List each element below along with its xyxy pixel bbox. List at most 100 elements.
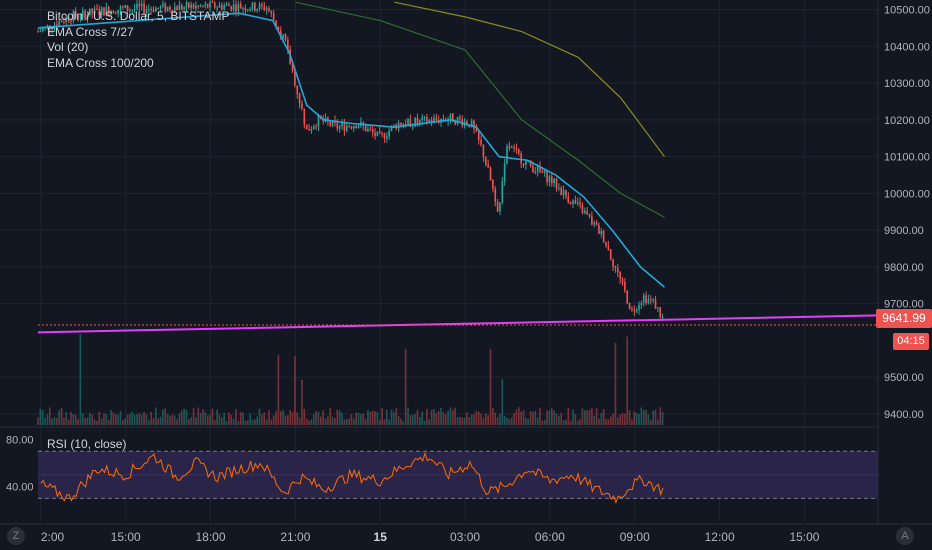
volume-bar: [70, 411, 72, 425]
volume-bar: [616, 417, 619, 425]
volume-bar: [388, 419, 391, 425]
candle-body: [645, 295, 647, 304]
legend-ema-fast[interactable]: EMA Cross 7/27: [47, 24, 134, 39]
volume-bar: [638, 414, 640, 425]
volume-bar: [209, 414, 211, 425]
candle-body: [449, 113, 452, 120]
volume-bar: [221, 417, 223, 425]
rsi-legend[interactable]: RSI (10, close): [47, 437, 127, 451]
volume-bar: [440, 408, 442, 425]
candle-body: [583, 210, 586, 214]
candle-body: [515, 147, 518, 150]
candle-body: [277, 26, 280, 31]
volume-bar: [192, 408, 195, 425]
candle-body: [67, 17, 70, 21]
volume-bar: [376, 412, 379, 425]
candle-body: [616, 267, 619, 273]
candle-body: [487, 164, 489, 168]
volume-bar: [529, 411, 532, 425]
candle-body: [529, 160, 532, 166]
candle-body: [459, 117, 461, 120]
volume-bar: [591, 407, 593, 425]
volume-bar: [397, 416, 400, 425]
candle-body: [400, 122, 402, 126]
candle-body: [155, 7, 157, 12]
volume-bar: [324, 418, 327, 425]
volume-bar: [265, 419, 268, 425]
trendline[interactable]: [37, 314, 879, 334]
volume-bar: [41, 410, 44, 425]
zoom-button[interactable]: Z: [7, 527, 25, 545]
volume-bar: [336, 409, 339, 425]
candle-body: [602, 231, 605, 242]
volume-bar: [654, 409, 657, 425]
rsi-band-lines: [38, 450, 878, 499]
price-axis[interactable]: 10500.00 10400.00 10300.00 10200.00 10100.00…: [884, 5, 930, 421]
candle-body: [218, 4, 221, 8]
candle-body: [169, 6, 171, 11]
volume-bar: [527, 418, 530, 425]
volume-bar: [404, 348, 407, 425]
volume-bar: [402, 420, 405, 425]
candle-body: [451, 113, 454, 122]
volume-bar: [588, 409, 591, 425]
legend-ema-slow[interactable]: EMA Cross 100/200: [47, 55, 154, 70]
candle-body: [213, 2, 216, 8]
candle-body: [70, 20, 72, 22]
candle-body: [221, 4, 223, 10]
candle-body: [282, 34, 284, 38]
volume-bar: [228, 412, 230, 425]
volume-bar: [447, 410, 449, 425]
volume-bar: [124, 418, 127, 425]
volume-bar: [411, 414, 414, 425]
candle-body: [503, 163, 506, 182]
candle-body: [640, 302, 643, 306]
candle-body: [308, 129, 310, 131]
volume-bar: [251, 419, 254, 425]
volume-bar: [550, 408, 553, 425]
volume-bar: [468, 417, 471, 425]
volume-bar: [53, 417, 56, 425]
volume-bar: [235, 409, 237, 425]
candle-body: [414, 117, 416, 127]
candle-body: [588, 214, 591, 217]
volume-bar: [117, 414, 119, 425]
time-tick-label: 21:00: [280, 530, 310, 544]
time-axis[interactable]: 2:00 15:00 18:00 21:00 15 03:00 06:00 09:00 12:0…: [41, 530, 820, 544]
volume-bar: [169, 416, 171, 425]
legend-volume[interactable]: Vol (20): [47, 40, 89, 54]
volume-bar: [143, 411, 145, 425]
rsi-axis[interactable]: 80.00 40.00: [6, 434, 34, 493]
volume-bar: [510, 417, 513, 425]
volume-bar: [279, 411, 282, 425]
volume-bar: [294, 356, 296, 425]
candle-body: [421, 117, 423, 120]
auto-scale-button[interactable]: A: [896, 527, 914, 545]
candle-body: [291, 64, 294, 72]
candle-body: [371, 129, 374, 133]
volume-bar: [100, 418, 103, 425]
legend-symbol[interactable]: Bitcoin / U.S. Dollar, 5, BITSTAMP: [47, 9, 230, 23]
volume-bar: [256, 416, 259, 425]
candle-body: [423, 116, 426, 118]
rsi-line: [40, 451, 664, 504]
candle-body: [565, 190, 567, 197]
candle-body: [593, 222, 596, 225]
time-tick-label: 2:00: [41, 530, 65, 544]
candle-body: [249, 9, 251, 11]
volume-bar: [558, 415, 560, 425]
volume-bar: [489, 348, 492, 425]
volume-bar: [86, 417, 89, 425]
candle-body: [393, 124, 395, 127]
volume-bar: [484, 413, 487, 425]
candle-body: [176, 6, 178, 11]
time-tick-label: 18:00: [196, 530, 226, 544]
candle-body: [353, 125, 355, 129]
volume-bar: [378, 420, 381, 425]
volume-bar: [136, 414, 138, 425]
candle-body: [649, 299, 652, 301]
volume-bar: [345, 418, 348, 425]
volume-bar: [473, 414, 475, 425]
volume-bar: [369, 411, 372, 425]
